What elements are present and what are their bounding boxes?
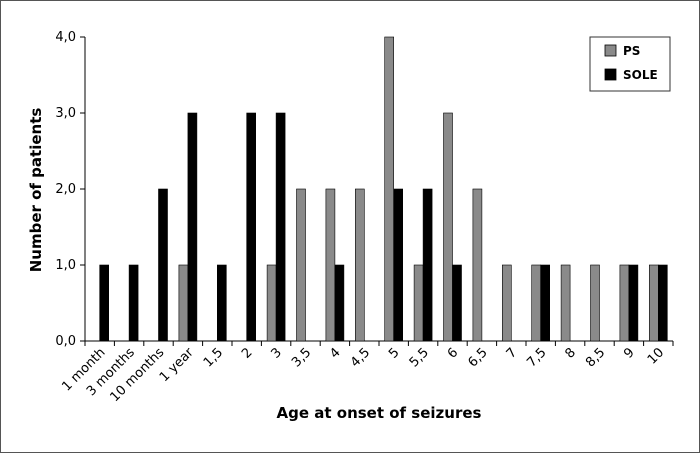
legend-box xyxy=(589,36,671,92)
x-tick-label: 8,5 xyxy=(583,345,608,370)
y-tick-label: 1,0 xyxy=(55,258,76,273)
bar-sole-3 xyxy=(187,112,198,342)
bar-ps-15 xyxy=(531,264,542,342)
bar-sole-15 xyxy=(540,264,551,342)
y-tick-label: 4,0 xyxy=(55,30,76,45)
x-tick-label: 2 xyxy=(239,345,255,361)
legend-label-sole: SOLE xyxy=(623,68,658,82)
bar-ps-17 xyxy=(590,264,600,342)
x-tick-label: 9 xyxy=(621,345,637,361)
x-tick-label: 3 xyxy=(268,345,284,361)
bar-sole-0 xyxy=(99,264,109,342)
bar-sole-11 xyxy=(422,188,433,342)
x-tick-label: 6 xyxy=(445,345,461,361)
bar-ps-11 xyxy=(413,264,424,342)
bar-ps-13 xyxy=(472,188,483,342)
bar-ps-19 xyxy=(648,264,659,342)
bar-sole-2 xyxy=(158,188,168,342)
x-tick-label: 8 xyxy=(562,345,578,361)
bar-ps-7 xyxy=(296,188,306,342)
legend-swatch-ps xyxy=(604,44,617,57)
x-tick-label: 7,5 xyxy=(524,345,549,370)
y-tick-label: 0,0 xyxy=(55,334,76,349)
bar-ps-14 xyxy=(501,264,512,342)
y-tick-label: 3,0 xyxy=(55,106,76,121)
x-tick-label: 7 xyxy=(504,345,520,361)
legend: PS SOLE xyxy=(589,36,671,92)
x-tick-label: 1,5 xyxy=(201,345,226,370)
legend-swatch-sole xyxy=(604,68,617,81)
x-axis-title: Age at onset of seizures xyxy=(277,404,482,422)
bar-sole-5 xyxy=(246,112,256,342)
bar-sole-19 xyxy=(657,264,668,342)
bars-group xyxy=(99,36,668,342)
bar-ps-9 xyxy=(354,188,365,342)
bar-ps-6 xyxy=(266,264,277,342)
x-tick-label: 5,5 xyxy=(407,345,432,370)
bar-sole-8 xyxy=(334,264,345,342)
bar-sole-1 xyxy=(128,264,139,342)
bar-sole-12 xyxy=(452,264,462,342)
x-tick-label: 5 xyxy=(386,345,402,361)
y-axis: 0,0 1,0 2,0 3,0 4,0 xyxy=(55,30,86,349)
x-tick-label: 6,5 xyxy=(465,345,490,370)
x-tick-label: 3,5 xyxy=(289,345,314,370)
bar-sole-6 xyxy=(275,112,286,342)
bar-sole-18 xyxy=(628,264,639,342)
x-tick-label: 4 xyxy=(327,345,343,361)
x-tick-label: 1 year xyxy=(157,345,197,385)
bar-ps-18 xyxy=(619,264,630,342)
y-axis-title: Number of patients xyxy=(27,108,45,273)
bar-ps-16 xyxy=(560,264,571,342)
bar-ps-12 xyxy=(443,112,453,342)
y-tick-label: 2,0 xyxy=(55,182,76,197)
x-tick-label: 10 xyxy=(645,345,667,367)
bar-sole-4 xyxy=(217,264,227,342)
legend-label-ps: PS xyxy=(623,44,640,58)
x-tick-label: 4,5 xyxy=(348,345,373,370)
bar-ps-8 xyxy=(325,188,336,342)
bar-ps-10 xyxy=(384,36,395,342)
bar-ps-3 xyxy=(178,264,189,342)
bar-sole-10 xyxy=(393,188,404,342)
